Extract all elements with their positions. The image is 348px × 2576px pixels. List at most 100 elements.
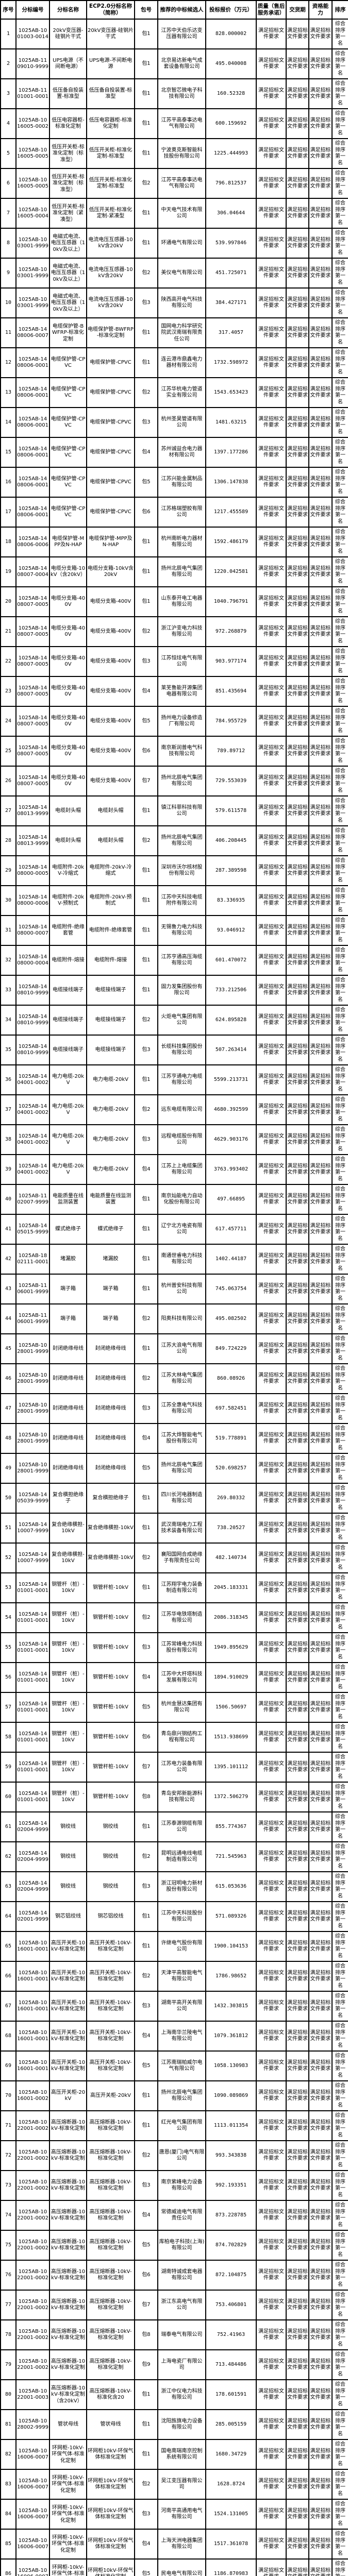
cell-package: 包2	[134, 1363, 158, 1395]
cell-bid-code: 1025AB-1022001-0002	[15, 2319, 50, 2351]
cell-delivery: 满足招标文件要求	[286, 1572, 309, 1604]
table-row: 24 1025AB-1408007-0005 电缆分支箱-400V 电缆分支箱-400…	[0, 706, 348, 737]
cell-package: 包1	[134, 1214, 158, 1245]
cell-qualification: 满足招标文件要求	[308, 2349, 333, 2381]
cell-candidate: 上海天洲电器集团有限公司	[157, 2529, 206, 2560]
cell-ecp-name: 电力电缆-20kV	[86, 1094, 135, 1126]
table-row: 32 1025AB-1408000-0004 电缆附件-熔接 电缆附件-熔接 包1 江苏亨…	[0, 945, 348, 976]
cell-price: 745.063754	[205, 1274, 257, 1305]
cell-bid-name: 钢芯铝绞线	[49, 1901, 87, 1933]
cell-seq: 75	[0, 2230, 16, 2261]
cell-bid-code: 1025AB-1402004-9999	[15, 1811, 50, 1843]
cell-ecp-name: 电缆分支箱-10kV含20kV	[86, 556, 135, 588]
cell-bid-code: 1025AB-1028001-9999	[15, 1333, 50, 1365]
cell-package: 包2	[134, 1841, 158, 1873]
cell-package: 包1	[134, 1244, 158, 1275]
cell-package: 包1	[134, 1901, 158, 1933]
cell-bid-name: 高压开关柜-10kV-标准化定制	[49, 1961, 87, 1992]
cell-price: 1090.089869	[205, 2080, 257, 2112]
table-row: 79 1025AB-1022001-0002 高压熔断器-10kV-标准化定制 高压熔…	[0, 2349, 348, 2381]
cell-qualification: 满足招标文件要求	[308, 1841, 333, 1873]
cell-package: 包6	[134, 2260, 158, 2291]
cell-price: 579.611578	[205, 795, 257, 827]
cell-seq: 36	[0, 1064, 16, 1096]
cell-rank: 综合排序第一名	[332, 1841, 348, 1873]
cell-candidate: 红光电气集团有限公司	[157, 2110, 206, 2142]
cell-qualification: 满足招标文件要求	[308, 1393, 333, 1425]
table-row: 2 1025AB-1109010-9999 UPS电源（不间断电源） UPS电源-不间…	[0, 48, 348, 80]
cell-seq: 72	[0, 2140, 16, 2172]
table-row: 39 1025AB-1404001-0002 电力电缆-20kV 电力电缆-20kV 包…	[0, 1154, 348, 1185]
cell-package: 包1	[134, 228, 158, 259]
cell-seq: 58	[0, 1722, 16, 1753]
cell-quality: 满足招标文件要求	[256, 467, 287, 498]
cell-candidate: 南京紫峰电力设备有限公司	[157, 2170, 206, 2201]
cell-bid-code: 1025AB-1109010-9999	[15, 48, 50, 80]
cell-bid-code: 1025AB-1401001-0001	[15, 1602, 50, 1634]
cell-delivery: 满足招标文件要求	[286, 377, 309, 409]
cell-qualification: 满足招标文件要求	[308, 78, 333, 110]
cell-package: 包9	[134, 2349, 158, 2381]
cell-delivery: 满足招标文件要求	[286, 1543, 309, 1574]
table-row: 22 1025AB-1408007-0005 电缆分支箱-400V 电缆分支箱-400…	[0, 646, 348, 677]
cell-ecp-name: 封闭绝缘母线	[86, 1363, 135, 1395]
cell-rank: 综合排序第一名	[332, 975, 348, 1006]
cell-package: 包1	[134, 1274, 158, 1305]
cell-delivery: 满足招标文件要求	[286, 646, 309, 677]
cell-package: 包4	[134, 2021, 158, 2052]
cell-package: 包2	[134, 1094, 158, 1126]
cell-bid-name: 环网柜-10kV-环保气体-标准化定制	[49, 2529, 87, 2560]
cell-ecp-name: 电缆附件-20kV-冷缩式	[86, 855, 135, 887]
cell-rank: 综合排序第一名	[332, 1423, 348, 1454]
cell-bid-code: 1025AB-1016001-0001	[15, 1961, 50, 1992]
cell-bid-code: 1025AB-1402004-9999	[15, 1871, 50, 1903]
cell-seq: 13	[0, 377, 16, 409]
cell-bid-name: 低压电容器柜-标准化定制	[49, 108, 87, 140]
cell-bid-code: 1025AB-1408000-0007	[15, 915, 50, 946]
cell-bid-name: 端子箱	[49, 1303, 87, 1335]
table-row: 67 1025AB-1016001-0001 高压开关柜-10kV-标准化定制 高压开…	[0, 1991, 348, 2022]
cell-package: 包3	[134, 1124, 158, 1156]
cell-qualification: 满足招标文件要求	[308, 795, 333, 827]
table-row: 26 1025AB-1408007-0005 电缆分支箱-400V 电缆分支箱-400…	[0, 766, 348, 797]
cell-quality: 满足招标文件要求	[256, 945, 287, 976]
cell-delivery: 满足招标文件要求	[286, 1094, 309, 1126]
cell-price: 2086.318345	[205, 1602, 257, 1634]
cell-delivery: 满足招标文件要求	[286, 795, 309, 827]
cell-delivery: 满足招标文件要求	[286, 616, 309, 648]
cell-package: 包4	[134, 437, 158, 468]
cell-price: 497.66895	[205, 1184, 257, 1215]
cell-quality: 满足招标文件要求	[256, 766, 287, 797]
cell-price: 306.04644	[205, 198, 257, 229]
cell-ecp-name: 高压熔断器-10kV-标准化定制	[86, 2230, 135, 2261]
cell-ecp-name: 封闭绝缘母线	[86, 1393, 135, 1425]
cell-rank: 综合排序第一名	[332, 317, 348, 349]
cell-price: 4629.903176	[205, 1124, 257, 1156]
cell-seq: 12	[0, 347, 16, 379]
cell-quality: 满足招标文件要求	[256, 1871, 287, 1903]
cell-qualification: 满足招标文件要求	[308, 407, 333, 438]
col-header-price: 投标报价（万元）	[205, 0, 257, 20]
cell-seq: 64	[0, 1901, 16, 1933]
cell-quality: 满足招标文件要求	[256, 975, 287, 1006]
cell-price: 1524.131005	[205, 2499, 257, 2530]
cell-package: 包2	[134, 1543, 158, 1574]
cell-bid-name: 高压熔断器-10kV-标准化定制	[49, 2260, 87, 2291]
table-row: 84 1025AB-1016006-0007 环网柜-10kV-环保气体-标准化定制…	[0, 2499, 348, 2530]
cell-qualification: 满足招标文件要求	[308, 2200, 333, 2231]
cell-rank: 综合排序第一名	[332, 2409, 348, 2441]
cell-rank: 综合排序第一名	[332, 108, 348, 140]
cell-bid-code: 1025AB-1401001-0001	[15, 1692, 50, 1723]
cell-qualification: 满足招标文件要求	[308, 1363, 333, 1395]
cell-quality: 满足招标文件要求	[256, 2200, 287, 2231]
cell-delivery: 满足招标文件要求	[286, 706, 309, 737]
cell-package: 包3	[134, 646, 158, 677]
cell-qualification: 满足招标文件要求	[308, 1124, 333, 1156]
cell-seq: 70	[0, 2080, 16, 2112]
cell-bid-name: 高压开关柜-10kV-标准化定制	[49, 1991, 87, 2022]
cell-bid-name: 复合横担绝缘子	[49, 1483, 87, 1514]
cell-ecp-name: 电力电缆-20kV	[86, 1124, 135, 1156]
table-row: 19 1025AB-1408007-0004 电缆分支箱-10kV（含20kV） 电缆…	[0, 556, 348, 588]
col-header-package: 包号	[134, 0, 158, 20]
cell-price: 1543.653423	[205, 377, 257, 409]
